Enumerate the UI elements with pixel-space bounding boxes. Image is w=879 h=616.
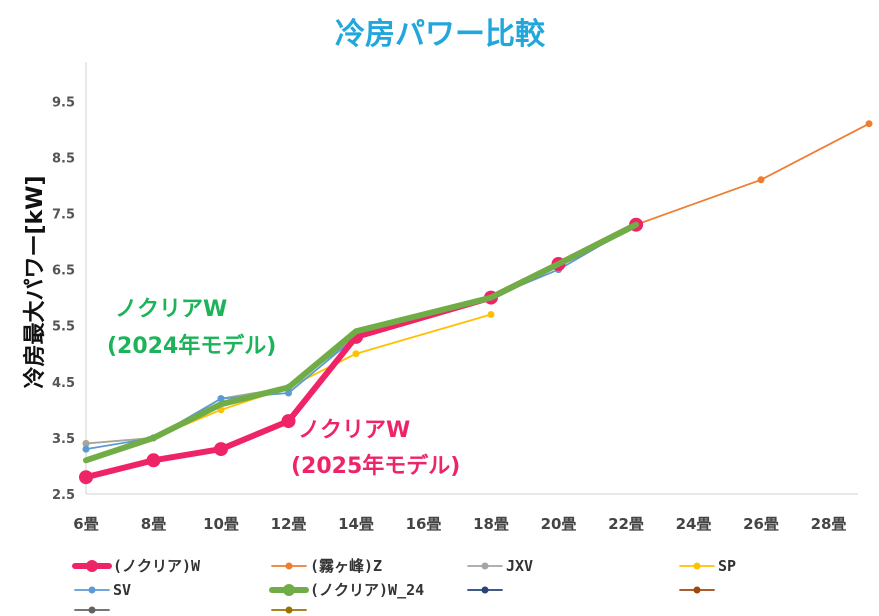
legend-swatch-marker — [88, 606, 96, 614]
data-point — [757, 176, 765, 184]
legend-label: JXV — [506, 557, 533, 575]
legend-label: SV — [113, 581, 131, 599]
legend-item: (ノクリア)W — [72, 557, 201, 575]
data-point — [146, 453, 161, 468]
data-point — [281, 414, 296, 429]
series-layer — [79, 120, 873, 485]
y-tick-label: 3.5 — [52, 432, 75, 447]
chart-title: 冷房パワー比較 — [335, 17, 546, 52]
legend-item — [271, 606, 307, 614]
series-line — [83, 221, 640, 464]
legend-swatch-marker — [481, 562, 489, 570]
y-tick-label: 5.5 — [52, 320, 75, 335]
x-tick-label: 28畳 — [811, 515, 847, 533]
data-point — [865, 120, 873, 128]
x-tick-label: 26畳 — [743, 515, 779, 533]
x-tick-label: 14畳 — [338, 515, 374, 533]
y-tick-label: 4.5 — [52, 376, 75, 391]
data-point — [214, 442, 228, 457]
x-tick-label: 20畳 — [541, 515, 577, 533]
x-tick-label: 18畳 — [473, 515, 509, 533]
legend-item: JXV — [467, 557, 533, 575]
x-tick-label: 12畳 — [271, 515, 307, 533]
legend-item — [679, 586, 715, 594]
y-axis-label: 冷房最大パワー[kW] — [22, 175, 48, 388]
annotation-2025: ノクリアW (2025年モデル) — [291, 418, 460, 479]
y-tick-label: 2.5 — [52, 488, 75, 503]
legend-label: (ノクリア)W — [113, 557, 201, 575]
legend-swatch-marker — [693, 586, 701, 594]
data-point — [79, 470, 93, 485]
legend-item: (ノクリア)W_24 — [269, 581, 424, 599]
legend-label: (霧ヶ峰)Z — [310, 557, 382, 575]
legend-swatch-marker — [283, 584, 295, 596]
y-tick-label: 7.5 — [52, 207, 75, 222]
legend-item — [467, 586, 503, 594]
legend-item — [74, 606, 110, 614]
annotation-2025-line2: (2025年モデル) — [291, 453, 460, 479]
data-point — [285, 389, 292, 397]
data-point — [352, 350, 360, 358]
data-point — [217, 395, 225, 403]
x-tick-labels: 6畳 8畳 10畳 12畳 14畳 16畳 18畳 20畳 22畳 24畳 26畳 28畳 — [73, 515, 846, 533]
y-tick-label: 8.5 — [52, 151, 75, 166]
legend-item: (霧ヶ峰)Z — [271, 557, 382, 575]
legend-label: SP — [718, 557, 736, 575]
x-tick-label: 8畳 — [141, 515, 166, 533]
x-tick-label: 16畳 — [406, 515, 442, 533]
data-point — [487, 311, 495, 318]
legend-swatch-marker — [693, 562, 701, 570]
legend-swatch-marker — [88, 586, 96, 594]
x-tick-label: 24畳 — [676, 515, 712, 533]
data-point — [82, 440, 90, 447]
annotation-2024-line1: ノクリアW — [115, 297, 227, 322]
annotation-2025-line1: ノクリアW — [298, 418, 410, 443]
legend-swatch-marker — [285, 606, 293, 614]
series-5 — [83, 221, 640, 464]
legend-item: SV — [74, 581, 131, 599]
series-1 — [555, 120, 873, 268]
x-tick-label: 6畳 — [73, 515, 98, 533]
legend-item: SP — [679, 557, 736, 575]
annotation-2024: ノクリアW (2024年モデル) — [107, 297, 276, 359]
x-tick-label: 22畳 — [608, 515, 644, 533]
legend-label: (ノクリア)W_24 — [310, 581, 424, 599]
data-point — [82, 445, 90, 453]
legend: (ノクリア)W (霧ヶ峰)Z JXV SP SV (ノクリア)W_24 — [72, 557, 736, 614]
annotation-2024-line2: (2024年モデル) — [107, 333, 276, 359]
legend-swatch-marker — [481, 586, 489, 594]
y-tick-label: 6.5 — [52, 264, 75, 279]
y-tick-labels: 2.5 3.5 4.5 5.5 6.5 7.5 8.5 9.5 — [52, 95, 75, 503]
legend-swatch-marker — [285, 562, 293, 570]
x-tick-label: 10畳 — [203, 515, 239, 533]
y-tick-label: 9.5 — [52, 95, 75, 110]
legend-swatch-marker — [86, 560, 98, 572]
